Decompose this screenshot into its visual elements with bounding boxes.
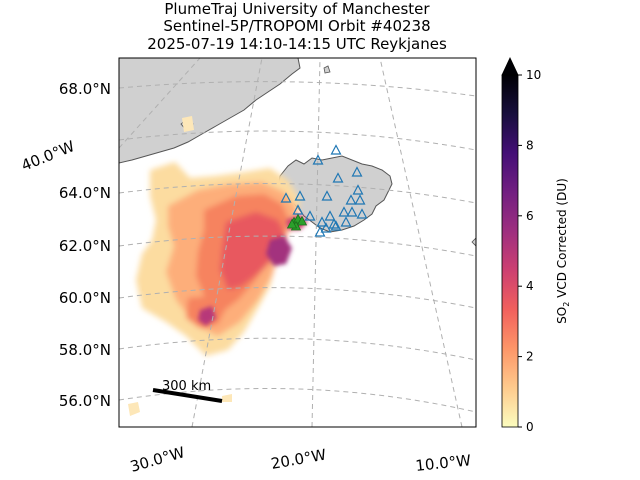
volcano-marker (321, 190, 333, 201)
map-panel: 300 km (119, 58, 476, 427)
colorbar-tick-label: 6 (526, 209, 534, 223)
scale-bar-label: 300 km (162, 379, 211, 394)
lon-label-10w: 10.0°W (415, 451, 472, 475)
lat-label-60n: 60.0°N (59, 289, 111, 307)
volcano-marker (294, 190, 306, 201)
meridian-10w (379, 58, 463, 427)
lat-label-58n: 58.0°N (59, 341, 111, 359)
greenland-island-b (323, 65, 331, 74)
volcano-marker (332, 172, 344, 183)
parallel-62n (119, 235, 476, 257)
colorbar-tick-label: 8 (526, 138, 534, 152)
source-marker (286, 218, 298, 229)
plume-fringe-sw (128, 402, 140, 416)
faroe-islands (471, 237, 476, 247)
parallel-68n (119, 81, 476, 97)
plume-fringe-greenland (182, 116, 194, 132)
volcano-marker (280, 192, 292, 203)
parallel-60n (119, 287, 476, 309)
title-line-2: Sentinel-5P/TROPOMI Orbit #40238 (163, 17, 430, 35)
meridian-40w (119, 58, 201, 149)
volcano-marker (330, 144, 342, 155)
volcano-marker (338, 206, 350, 217)
volcano-marker (304, 210, 316, 221)
lon-label-40w: 40.0°W (19, 137, 78, 175)
volcano-marker (354, 194, 366, 205)
volcano-marker (356, 208, 368, 219)
plume-core (220, 212, 286, 290)
volcano-marker (316, 216, 328, 227)
plume-hotspot-south (198, 306, 216, 326)
parallel-64n (119, 183, 476, 204)
map-frame (118, 57, 477, 428)
volcano-marker (314, 226, 326, 237)
parallel-58n (119, 337, 476, 361)
volcano-marker (351, 166, 363, 177)
colorbar-body (501, 74, 519, 428)
plume-fringe-west (142, 266, 160, 296)
volcano-marker (328, 218, 340, 229)
plume-fringe-south (222, 394, 232, 402)
title-line-3: 2025-07-19 14:10-14:15 UTC Reykjanes (147, 35, 447, 53)
colorbar-ticks: 0 2 4 6 8 10 (518, 68, 541, 434)
colorbar-tick-label: 4 (526, 279, 534, 293)
source-marker (296, 215, 308, 226)
plume-hotspot-main (266, 236, 292, 266)
colorbar-tick-label: 10 (526, 68, 541, 82)
lon-label-20w: 20.0°W (270, 446, 328, 473)
colorbar-label: SO2 VCD Corrected (DU) (555, 178, 571, 324)
volcano-marker (352, 184, 364, 195)
colorbar-label-sub: 2 (562, 302, 571, 307)
volcano-marker (324, 210, 336, 221)
colorbar-label-prefix: SO (555, 307, 569, 324)
scale-bar (152, 388, 223, 403)
lat-label-56n: 56.0°N (59, 392, 111, 410)
parallel-66n (119, 130, 476, 151)
volcano-marker (312, 154, 324, 165)
lat-label-68n: 68.0°N (59, 80, 111, 98)
volcano-marker (345, 194, 357, 205)
lon-label-30w: 30.0°W (128, 443, 187, 476)
volcano-marker (320, 222, 332, 233)
lat-label-62n: 62.0°N (59, 237, 111, 255)
title-line-1: PlumeTraj University of Manchester (164, 0, 430, 18)
lat-label-64n: 64.0°N (59, 184, 111, 202)
meridian-20w (311, 58, 321, 427)
colorbar-extend-max (501, 57, 519, 76)
colorbar-label-suffix: VCD Corrected (DU) (555, 178, 569, 301)
colorbar-tick-label: 2 (526, 350, 534, 364)
colorbar-tick-label: 0 (526, 420, 534, 434)
volcano-marker (346, 206, 358, 217)
volcano-marker (340, 216, 352, 227)
source-markers (286, 213, 308, 231)
volcano-marker (330, 220, 342, 231)
